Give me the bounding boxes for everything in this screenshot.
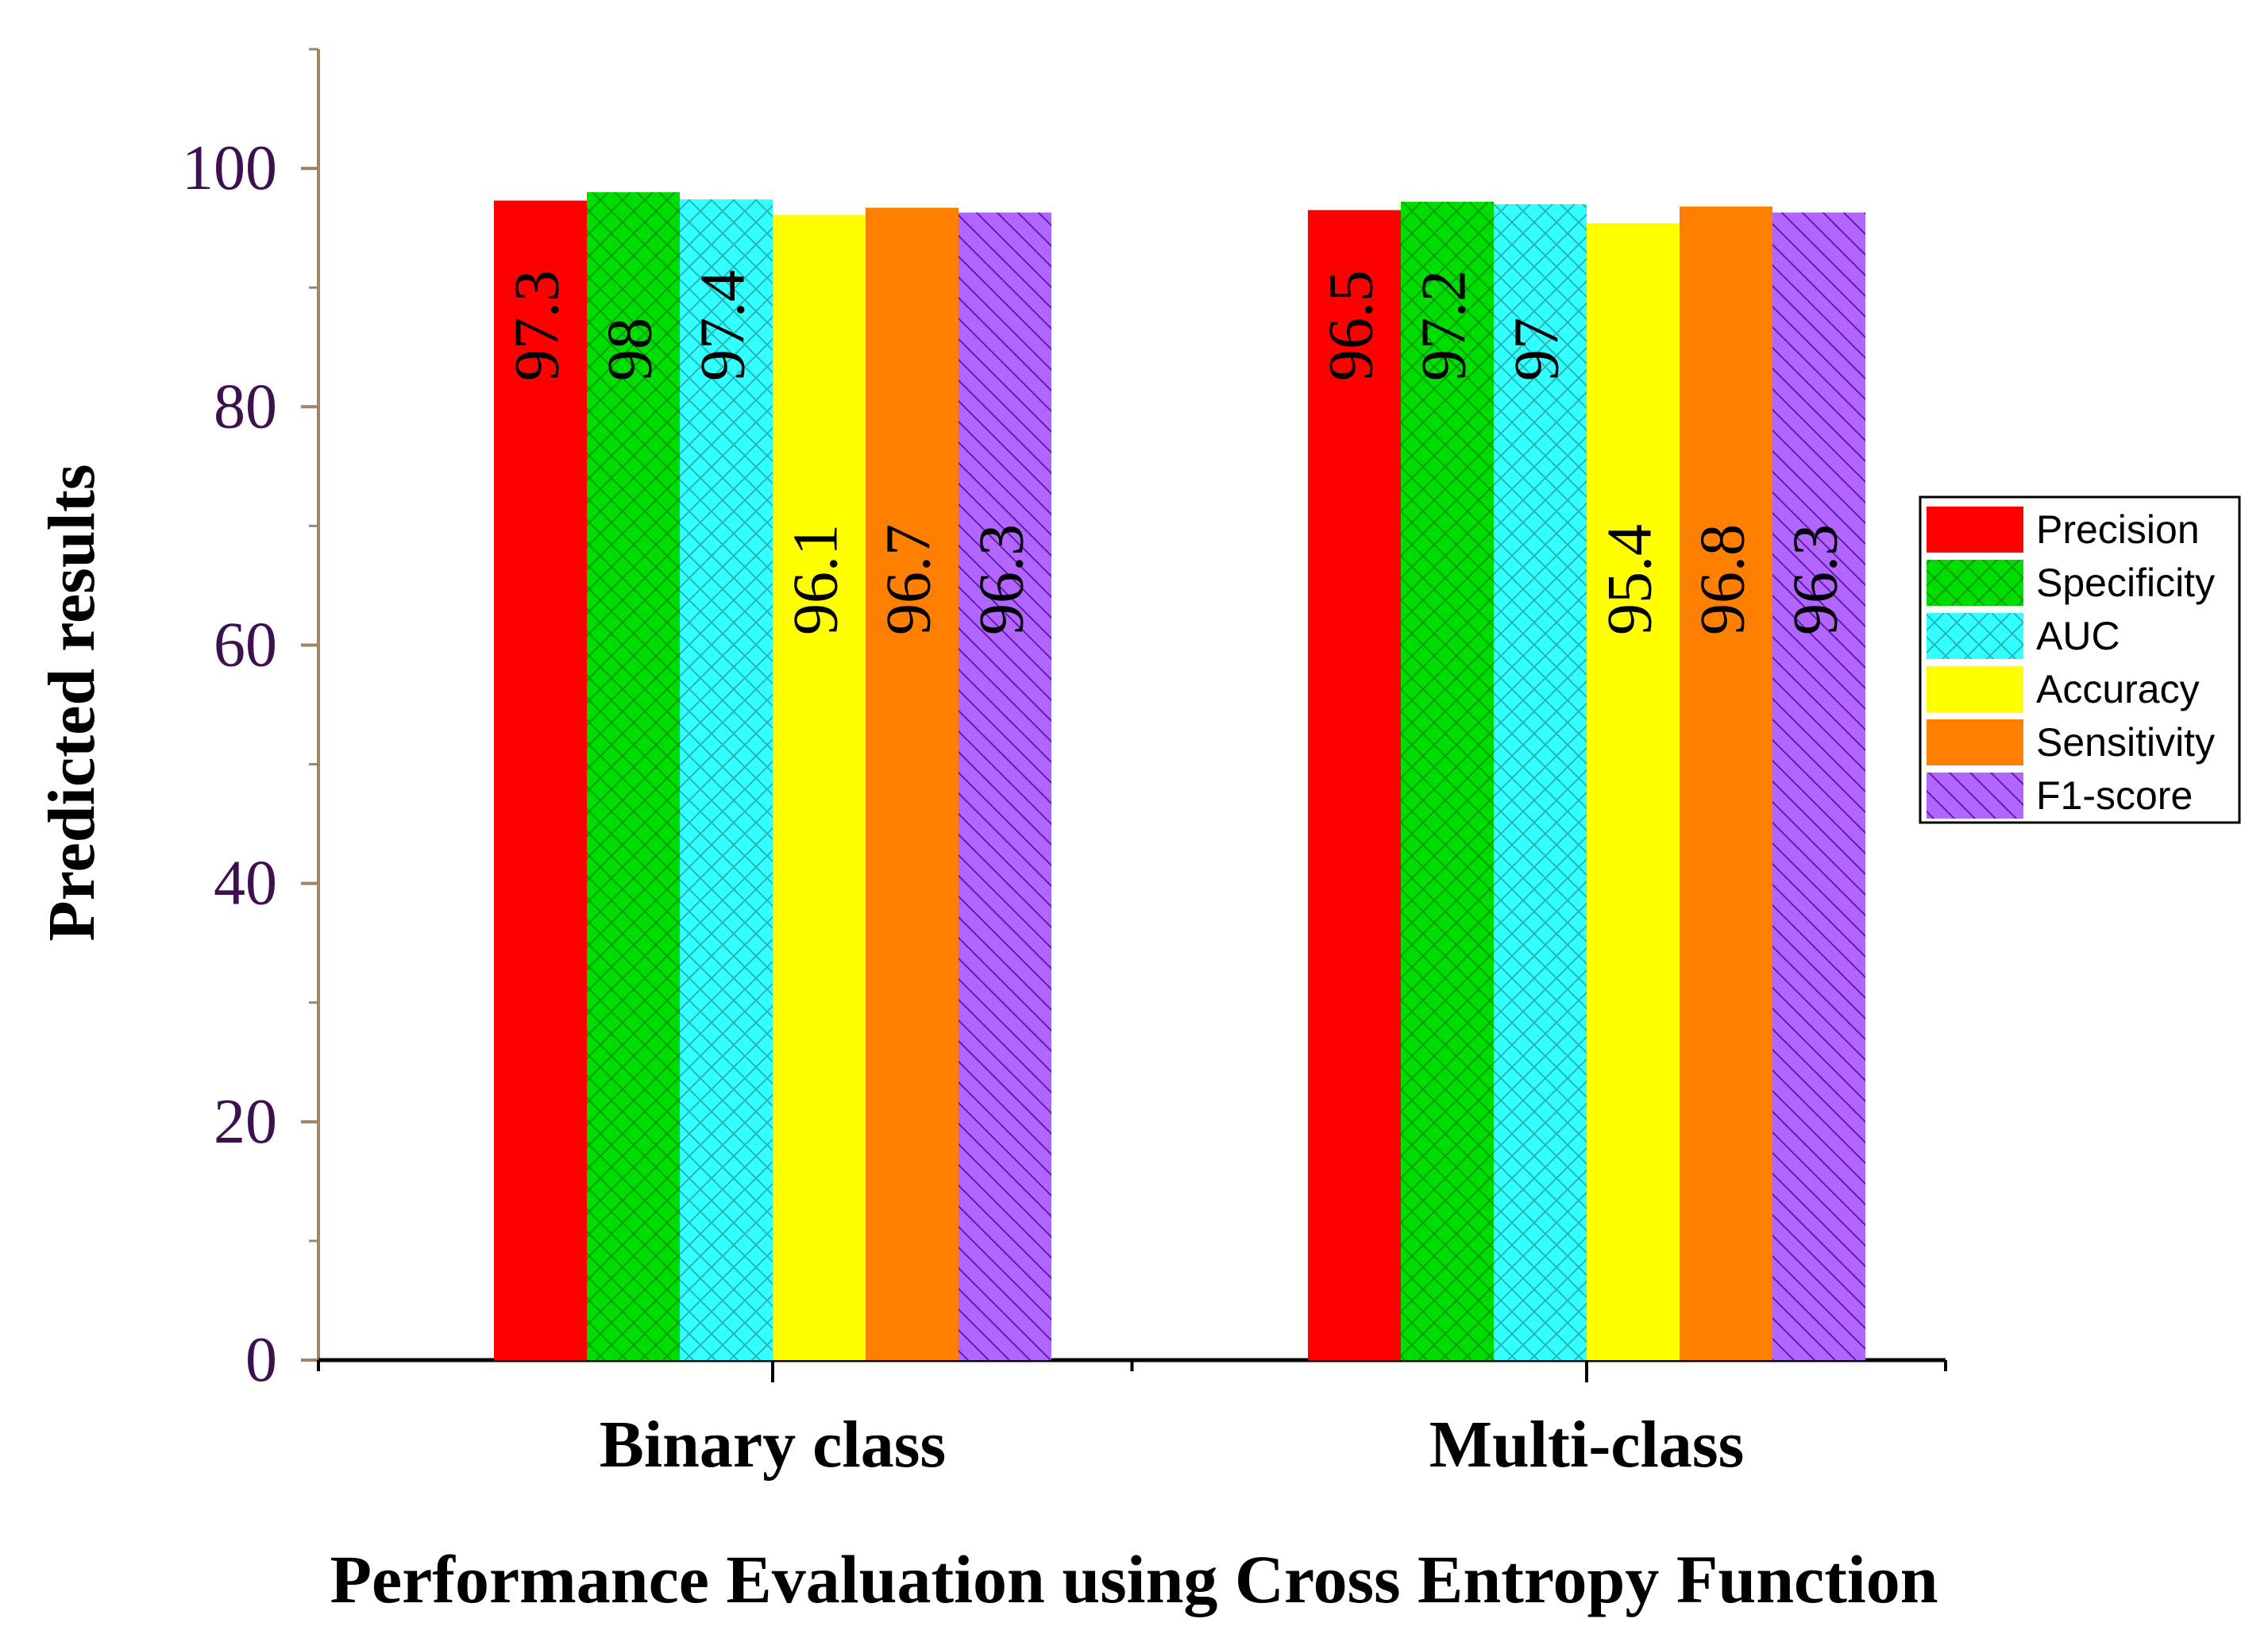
legend-label: Specificity	[2036, 561, 2215, 605]
legend-swatch	[1927, 507, 2023, 553]
x-axis-title: Performance Evaluation using Cross Entro…	[330, 1541, 1938, 1617]
bar-pattern	[958, 212, 1051, 1361]
x-axis: Binary class Multi-class	[317, 1358, 1947, 1482]
legend-label: Precision	[2036, 507, 2200, 552]
y-tick-label: 100	[182, 133, 277, 203]
bar-pattern	[1772, 212, 1865, 1361]
bars	[494, 192, 1865, 1361]
y-tick-label: 20	[214, 1087, 277, 1157]
legend-label: Sensitivity	[2036, 720, 2215, 765]
bar	[1308, 210, 1401, 1360]
bar-value-label: 96.3	[1781, 524, 1851, 635]
bar-value-label: 97.2	[1410, 270, 1479, 381]
bar-value-label: 96.5	[1317, 270, 1387, 381]
bar-value-label: 96.8	[1688, 524, 1758, 635]
legend: Precision Specificity AUC Accuracy Sensitivi…	[1919, 495, 2241, 824]
x-tick-label: Binary class	[600, 1408, 946, 1482]
legend-swatch-pattern	[1927, 773, 2023, 819]
bar-value-label: 98	[596, 318, 665, 381]
bar-pattern	[587, 192, 680, 1360]
bar-value-label: 96.7	[874, 524, 944, 635]
legend-swatch	[1927, 719, 2023, 765]
legend-label: Accuracy	[2036, 667, 2200, 711]
y-tick-label: 60	[214, 610, 277, 680]
bar-value-label: 97	[1502, 318, 1572, 381]
y-axis-title: Predicted results	[35, 464, 109, 941]
bar-value-label: 97.4	[688, 270, 758, 381]
bar-value-label: 96.3	[967, 524, 1037, 635]
y-tick-label: 40	[214, 849, 277, 919]
bar-value-label: 97.3	[503, 270, 573, 381]
legend-label: F1-score	[2036, 773, 2193, 818]
bar-pattern	[680, 199, 773, 1361]
bar	[494, 200, 587, 1360]
legend-label: AUC	[2036, 614, 2120, 658]
bar-value-labels: 97.3 98 97.4 96.1 96.7 96.3 96.5 97.2 97 95.4 96.8…	[503, 270, 1851, 635]
bar	[1680, 206, 1772, 1360]
legend-swatch	[1927, 666, 2023, 712]
bar-value-label: 95.4	[1595, 524, 1665, 635]
bar	[866, 207, 958, 1361]
y-axis: 0 20 40 60 80 100	[182, 48, 320, 1395]
y-tick-label: 80	[214, 372, 277, 441]
bar	[773, 214, 866, 1361]
bar-pattern	[1494, 204, 1587, 1361]
bar-pattern	[1401, 202, 1494, 1361]
bar-value-label: 96.1	[781, 524, 851, 635]
legend-swatch-pattern	[1927, 613, 2023, 659]
y-tick-label: 0	[245, 1325, 277, 1395]
bar	[1587, 223, 1680, 1361]
legend-swatch-pattern	[1927, 560, 2023, 606]
x-tick-label: Multi-class	[1429, 1408, 1745, 1482]
